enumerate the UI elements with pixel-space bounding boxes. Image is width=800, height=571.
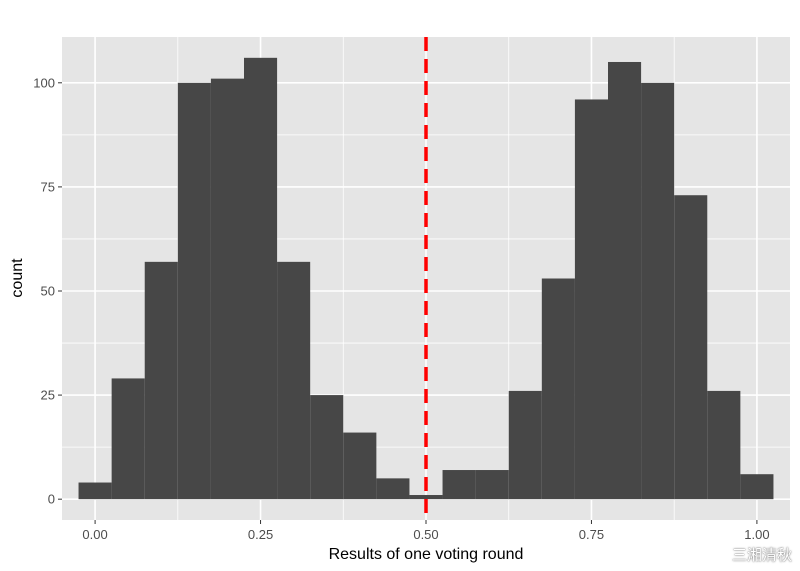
y-tick-label: 75 [41,179,55,194]
x-axis-title: Results of one voting round [329,546,524,563]
y-tick-label: 100 [33,75,55,90]
histogram-bar [740,474,774,500]
weibo-icon [706,547,727,563]
histogram-bar [244,57,278,500]
histogram-bar [210,78,244,500]
histogram-bar [475,470,509,500]
histogram-bars [78,57,774,500]
x-tick-label: 0.25 [248,527,273,542]
y-axis-ticks: 0 25 50 75 100 [33,75,62,507]
y-tick-label: 0 [48,492,55,507]
histogram-bar [508,390,542,500]
histogram-bar [641,82,675,500]
histogram-bar [608,61,642,500]
x-axis-ticks: 0.00 0.25 0.50 0.75 1.00 [82,520,770,542]
histogram-bar [111,378,145,500]
x-tick-label: 0.75 [579,527,604,542]
y-tick-label: 25 [41,388,55,403]
y-tick-label: 50 [41,283,55,298]
y-axis-title: count [9,258,26,298]
x-tick-label: 0.50 [413,527,438,542]
histogram-bar [343,432,377,500]
histogram-bar [144,261,178,500]
x-tick-label: 0.00 [82,527,107,542]
histogram-bar [674,195,708,500]
x-tick-label: 1.00 [744,527,769,542]
histogram-bar [442,470,476,500]
histogram-bar [574,99,608,500]
histogram-bar [177,82,211,500]
histogram-bar [541,278,575,500]
watermark: 三湘清秋 [706,544,792,565]
histogram-bar [277,261,311,500]
histogram-bar [78,482,112,500]
histogram-bar [310,395,344,500]
histogram-bar [376,478,410,500]
histogram-bar [409,495,443,500]
watermark-text: 三湘清秋 [731,546,792,564]
histogram-bar [707,390,741,500]
